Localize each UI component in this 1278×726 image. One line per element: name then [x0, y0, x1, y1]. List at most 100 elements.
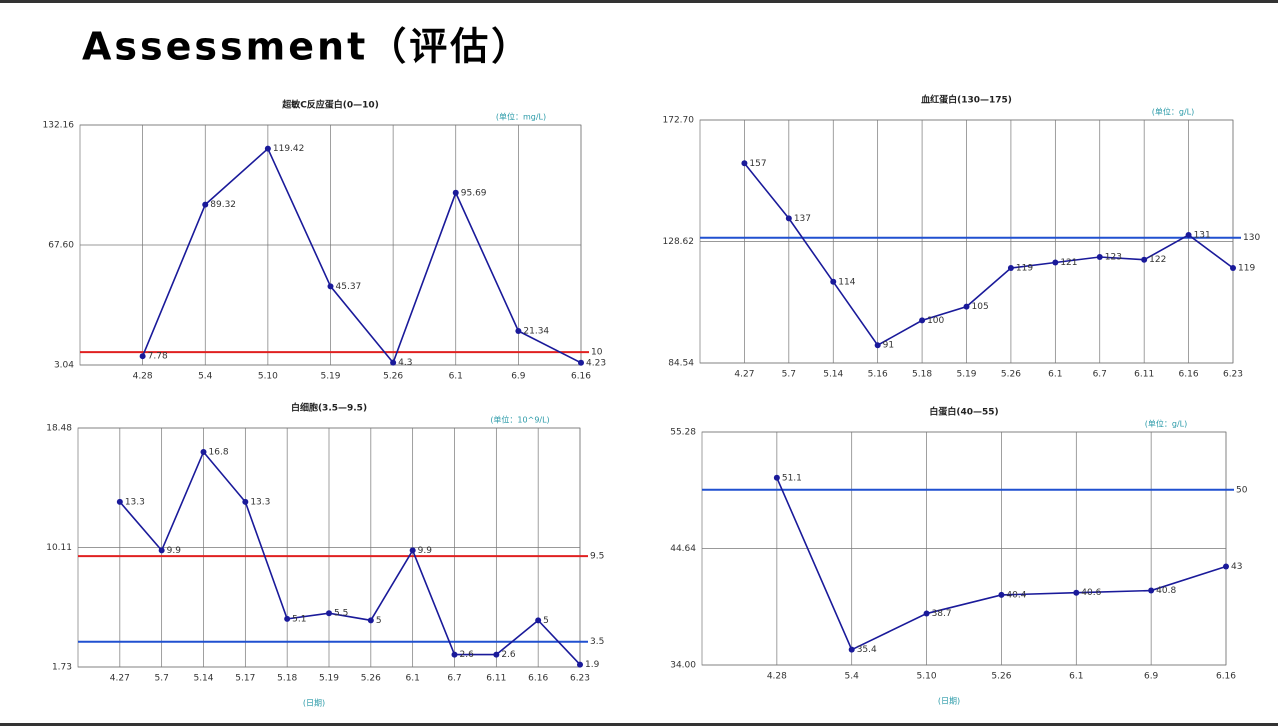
data-point [367, 617, 374, 624]
data-label: 105 [972, 302, 989, 312]
x-tick-label: 6.16 [571, 372, 591, 382]
x-tick-label: 5.10 [917, 672, 937, 682]
x-axis-label: (日期) [938, 697, 960, 706]
data-label: 4.3 [398, 358, 412, 368]
bottom-border [0, 723, 1278, 726]
data-label: 21.34 [523, 326, 549, 336]
unit-label: (单位：g/L) [1152, 107, 1194, 117]
data-point [998, 591, 1005, 598]
data-label: 35.4 [857, 645, 877, 655]
data-label: 123 [1105, 252, 1122, 262]
x-tick-label: 5.16 [868, 370, 888, 380]
data-point [1230, 265, 1236, 272]
data-label: 5.1 [292, 614, 306, 624]
data-label: 91 [883, 341, 894, 351]
data-label: 40.6 [1081, 588, 1101, 598]
x-tick-label: 5.14 [823, 370, 843, 380]
data-label: 157 [749, 159, 766, 169]
data-point [116, 498, 123, 505]
data-point [493, 651, 500, 658]
reference-label: 3.5 [590, 637, 604, 647]
x-axis-label: (日期) [303, 699, 325, 708]
data-label: 1.9 [585, 660, 600, 670]
data-label: 122 [1149, 255, 1166, 265]
data-point [284, 615, 291, 622]
data-point [577, 661, 583, 668]
data-point [919, 317, 926, 324]
data-point [848, 646, 855, 653]
data-label: 2.6 [501, 650, 516, 660]
chart-title: 白细胞(3.5—9.5) [291, 402, 367, 414]
data-point [1052, 259, 1059, 266]
data-label: 13.3 [250, 497, 270, 507]
unit-label: (单位：g/L) [1145, 419, 1187, 429]
data-point [452, 189, 459, 196]
data-point [1141, 256, 1148, 263]
x-tick-label: 5.26 [361, 674, 381, 684]
y-tick-label: 132.16 [43, 121, 75, 131]
data-point [200, 448, 207, 455]
reference-label: 50 [1236, 485, 1248, 495]
data-point [1073, 589, 1080, 596]
data-label: 9.9 [167, 546, 182, 556]
data-label: 131 [1194, 230, 1211, 240]
data-label: 5.5 [334, 609, 348, 619]
x-tick-label: 6.23 [1223, 370, 1243, 380]
data-label: 119 [1238, 264, 1255, 274]
x-tick-label: 6.16 [1179, 370, 1199, 380]
x-tick-label: 5.19 [319, 674, 339, 684]
x-tick-label: 6.11 [1134, 370, 1154, 380]
y-tick-label: 128.62 [663, 237, 695, 247]
data-point [1007, 265, 1014, 272]
data-point [409, 547, 416, 554]
series-line [743, 162, 1234, 347]
x-tick-label: 5.7 [782, 370, 796, 380]
data-point [158, 547, 165, 554]
data-label: 95.69 [461, 188, 487, 198]
data-label: 4.23 [586, 358, 606, 368]
x-tick-label: 5.26 [991, 672, 1011, 682]
x-tick-label: 4.28 [133, 372, 153, 382]
data-point [923, 610, 930, 617]
y-tick-label: 55.28 [670, 428, 696, 438]
data-point [874, 342, 881, 349]
x-tick-label: 6.1 [449, 372, 463, 382]
series-line [141, 147, 582, 365]
data-label: 100 [927, 316, 944, 326]
data-point [390, 359, 397, 366]
x-tick-label: 5.19 [320, 372, 340, 382]
reference-label: 9.5 [590, 552, 604, 562]
x-tick-label: 5.18 [912, 370, 932, 380]
slide-title: Assessment（评估） [82, 25, 532, 69]
y-tick-label: 18.48 [46, 424, 72, 434]
x-tick-label: 5.4 [845, 672, 860, 682]
data-label: 114 [838, 277, 855, 287]
data-label: 51.1 [782, 473, 802, 483]
data-point [515, 327, 522, 334]
x-tick-label: 4.27 [110, 674, 130, 684]
x-tick-label: 6.16 [528, 674, 548, 684]
data-label: 40.4 [1006, 590, 1026, 600]
chart-title: 超敏C反应蛋白(0—10) [281, 99, 379, 111]
data-label: 40.8 [1156, 586, 1176, 596]
x-tick-label: 6.1 [406, 674, 420, 684]
y-tick-label: 172.70 [663, 116, 695, 126]
data-point [830, 278, 837, 285]
data-point [326, 610, 332, 617]
x-tick-label: 5.19 [956, 370, 976, 380]
data-label: 43 [1231, 562, 1242, 572]
data-label: 89.32 [210, 200, 236, 210]
y-tick-label: 34.00 [670, 661, 696, 671]
data-label: 45.37 [336, 282, 362, 292]
x-tick-label: 4.27 [734, 370, 754, 380]
x-tick-label: 4.28 [767, 672, 787, 682]
y-tick-label: 10.11 [46, 543, 72, 553]
data-point [327, 283, 334, 290]
data-point [963, 303, 970, 310]
data-label: 13.3 [125, 497, 145, 507]
x-tick-label: 6.9 [1144, 672, 1159, 682]
x-tick-label: 5.7 [155, 674, 169, 684]
x-tick-label: 6.7 [447, 674, 461, 684]
x-tick-label: 6.9 [511, 372, 526, 382]
data-point [1148, 587, 1155, 594]
